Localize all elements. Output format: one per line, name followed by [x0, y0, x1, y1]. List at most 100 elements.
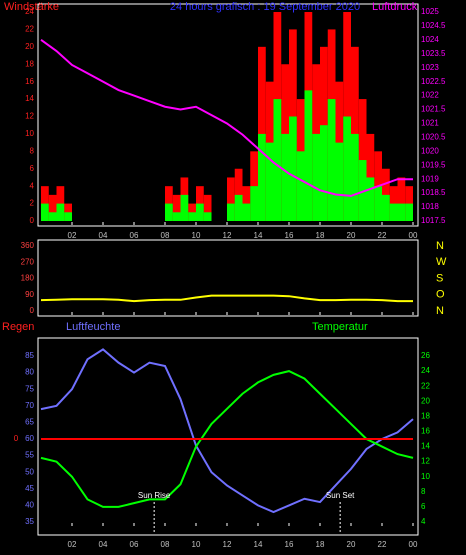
bar [273, 99, 282, 221]
annotation: Sun Rise [138, 491, 171, 500]
y2-tick-label: 1020 [421, 146, 439, 155]
y-tick-label: 55 [25, 451, 34, 460]
chart-title: 24 hours grafisch : 19 September 2020 [170, 1, 360, 13]
y2-tick-label: 8 [421, 487, 426, 496]
x-tick-label: 20 [347, 231, 356, 240]
y2-axis-label: Luftdruck [372, 1, 418, 13]
y-tick-label: 180 [21, 274, 35, 283]
bar [389, 203, 398, 221]
y-tick-label: 8 [30, 146, 35, 155]
bar [289, 116, 297, 221]
y2-tick-label: 1023.5 [421, 49, 446, 58]
y2-tick-label: 1018 [421, 202, 439, 211]
bar [180, 194, 189, 221]
x-tick-label: 16 [285, 540, 294, 549]
x-tick-label: 14 [254, 231, 263, 240]
y-tick-label: 0 [30, 216, 35, 225]
bar [250, 186, 258, 221]
y2-tick-label: 24 [421, 366, 430, 375]
bar [203, 194, 212, 221]
line [40, 348, 414, 514]
y2-tick-label: 1018.5 [421, 188, 446, 197]
y-tick-label: 45 [25, 484, 34, 493]
x-tick-label: 16 [285, 231, 294, 240]
bar [397, 177, 406, 221]
bar [258, 133, 266, 221]
y3-tick-label: 0 [14, 434, 19, 443]
x-tick-label: 10 [192, 231, 201, 240]
y-tick-label: 75 [25, 384, 34, 393]
line [40, 39, 413, 197]
y2-tick-label: 1025 [421, 7, 439, 16]
y-tick-label: 270 [21, 257, 35, 266]
bar [281, 133, 289, 221]
bar [397, 203, 406, 221]
y-tick-label: 18 [25, 59, 34, 68]
y2-tick-label: 12 [421, 457, 430, 466]
y-tick-label: 10 [25, 129, 34, 138]
y2-tick-label: 26 [421, 351, 430, 360]
y-axis-label: Windstärke [4, 1, 59, 13]
bar [227, 177, 235, 221]
line [40, 370, 414, 508]
bar [304, 90, 313, 221]
y-tick-label: 2 [30, 199, 35, 208]
bar [327, 99, 336, 221]
y2-axis-label: Temperatur [312, 321, 368, 333]
y-tick-label: 4 [30, 181, 35, 190]
x-tick-label: 18 [316, 540, 325, 549]
y-tick-label: 40 [25, 501, 34, 510]
bar [227, 203, 235, 221]
x-tick-label: 14 [254, 540, 263, 549]
bar [374, 186, 382, 221]
x-tick-label: 04 [99, 231, 108, 240]
bar [405, 203, 413, 221]
bar [382, 194, 390, 221]
y2-tick-label: 10 [421, 472, 430, 481]
y2-tick-label: 22 [421, 381, 430, 390]
y2-tick-label: 1024.5 [421, 21, 446, 30]
y-tick-label: 14 [25, 94, 34, 103]
x-tick-label: 12 [223, 540, 232, 549]
y2-tick-label: 1023 [421, 63, 439, 72]
y2-tick-label: N [436, 240, 444, 252]
x-tick-label: 22 [378, 540, 387, 549]
bar [343, 116, 351, 221]
bar [188, 212, 196, 221]
bar [172, 212, 181, 221]
x-tick-label: 10 [192, 540, 201, 549]
y2-tick-label: 1024 [421, 35, 439, 44]
bar [335, 142, 344, 221]
y-tick-label: 24 [25, 7, 34, 16]
bar [64, 203, 72, 221]
y-tick-label: 60 [25, 434, 34, 443]
x-tick-label: 04 [99, 540, 108, 549]
bar [41, 203, 49, 221]
y-tick-label: 6 [30, 164, 35, 173]
panel-frame [37, 3, 419, 227]
y-tick-label: 22 [25, 25, 34, 34]
bar [165, 203, 173, 221]
x-tick-label: 00 [409, 540, 418, 549]
y2-tick-label: 18 [421, 411, 430, 420]
x-tick-label: 22 [378, 231, 387, 240]
y-tick-label: 12 [25, 112, 34, 121]
y2-tick-label: 1021 [421, 119, 439, 128]
bar [366, 177, 375, 221]
y-tick-label: 80 [25, 368, 34, 377]
bar [351, 133, 359, 221]
bar [172, 194, 181, 221]
x-tick-label: 06 [130, 231, 139, 240]
x-tick-label: 12 [223, 231, 232, 240]
y-tick-label: 70 [25, 401, 34, 410]
y-tick-label: 90 [25, 290, 34, 299]
x-tick-label: 00 [409, 231, 418, 240]
y2-tick-label: 1022.5 [421, 77, 446, 86]
y2-tick-label: 1019.5 [421, 160, 446, 169]
x-tick-label: 06 [130, 540, 139, 549]
y-tick-label: 360 [21, 241, 35, 250]
y2-tick-label: W [436, 256, 447, 268]
y2-tick-label: S [436, 272, 443, 284]
x-tick-label: 20 [347, 540, 356, 549]
